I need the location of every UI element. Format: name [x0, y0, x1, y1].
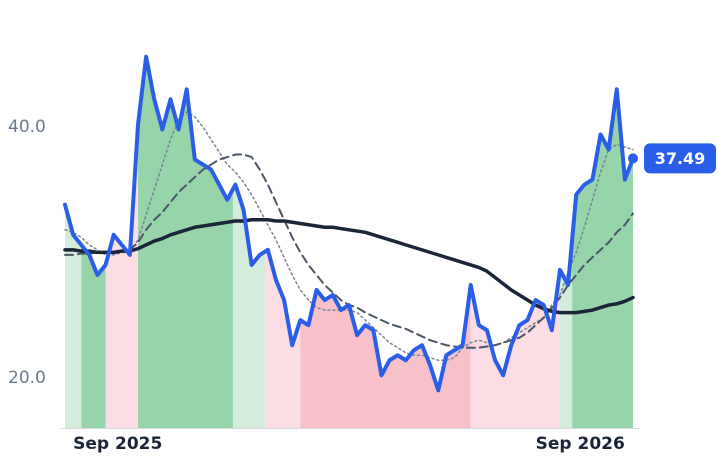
- zone-area: [105, 124, 139, 429]
- y-tick-label: 40.0: [8, 117, 46, 137]
- zone-area: [232, 184, 266, 428]
- last-value-badge: [644, 143, 716, 174]
- zone-area: [138, 56, 233, 428]
- x-tick-label: Sep 2025: [73, 434, 162, 454]
- zone-area: [572, 89, 633, 428]
- zone-area: [300, 284, 471, 428]
- long-average-line: [63, 218, 635, 315]
- last-value-label: 37.49: [655, 149, 706, 168]
- zone-area: [81, 244, 106, 428]
- last-value-dot: [628, 153, 638, 164]
- zone-area: [65, 204, 82, 428]
- zone-area: [559, 239, 573, 428]
- zone-area: [470, 269, 560, 428]
- zone-area: [265, 249, 301, 428]
- x-tick-label: Sep 2026: [536, 434, 625, 454]
- y-tick-label: 20.0: [8, 368, 46, 388]
- price-line: [63, 54, 635, 393]
